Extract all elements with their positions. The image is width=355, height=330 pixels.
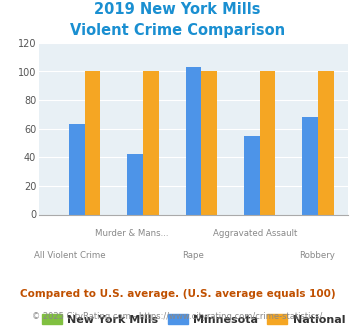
Text: Aggravated Assault: Aggravated Assault xyxy=(213,229,297,238)
Bar xyxy=(186,67,201,214)
Bar xyxy=(127,154,143,214)
Bar xyxy=(318,72,334,214)
Text: Compared to U.S. average. (U.S. average equals 100): Compared to U.S. average. (U.S. average … xyxy=(20,289,335,299)
Text: All Violent Crime: All Violent Crime xyxy=(34,251,106,260)
Bar xyxy=(302,117,318,214)
Text: Murder & Mans...: Murder & Mans... xyxy=(95,229,169,238)
Bar xyxy=(244,136,260,214)
Bar xyxy=(69,124,84,214)
Text: Rape: Rape xyxy=(182,251,204,260)
Text: 2019 New York Mills: 2019 New York Mills xyxy=(94,2,261,16)
Bar xyxy=(143,72,159,214)
Text: © 2025 CityRating.com - https://www.cityrating.com/crime-statistics/: © 2025 CityRating.com - https://www.city… xyxy=(32,312,323,321)
Text: Robbery: Robbery xyxy=(299,251,335,260)
Bar xyxy=(84,72,100,214)
Text: Violent Crime Comparison: Violent Crime Comparison xyxy=(70,23,285,38)
Legend: New York Mills, Minnesota, National: New York Mills, Minnesota, National xyxy=(38,309,349,329)
Bar xyxy=(260,72,275,214)
Bar xyxy=(201,72,217,214)
